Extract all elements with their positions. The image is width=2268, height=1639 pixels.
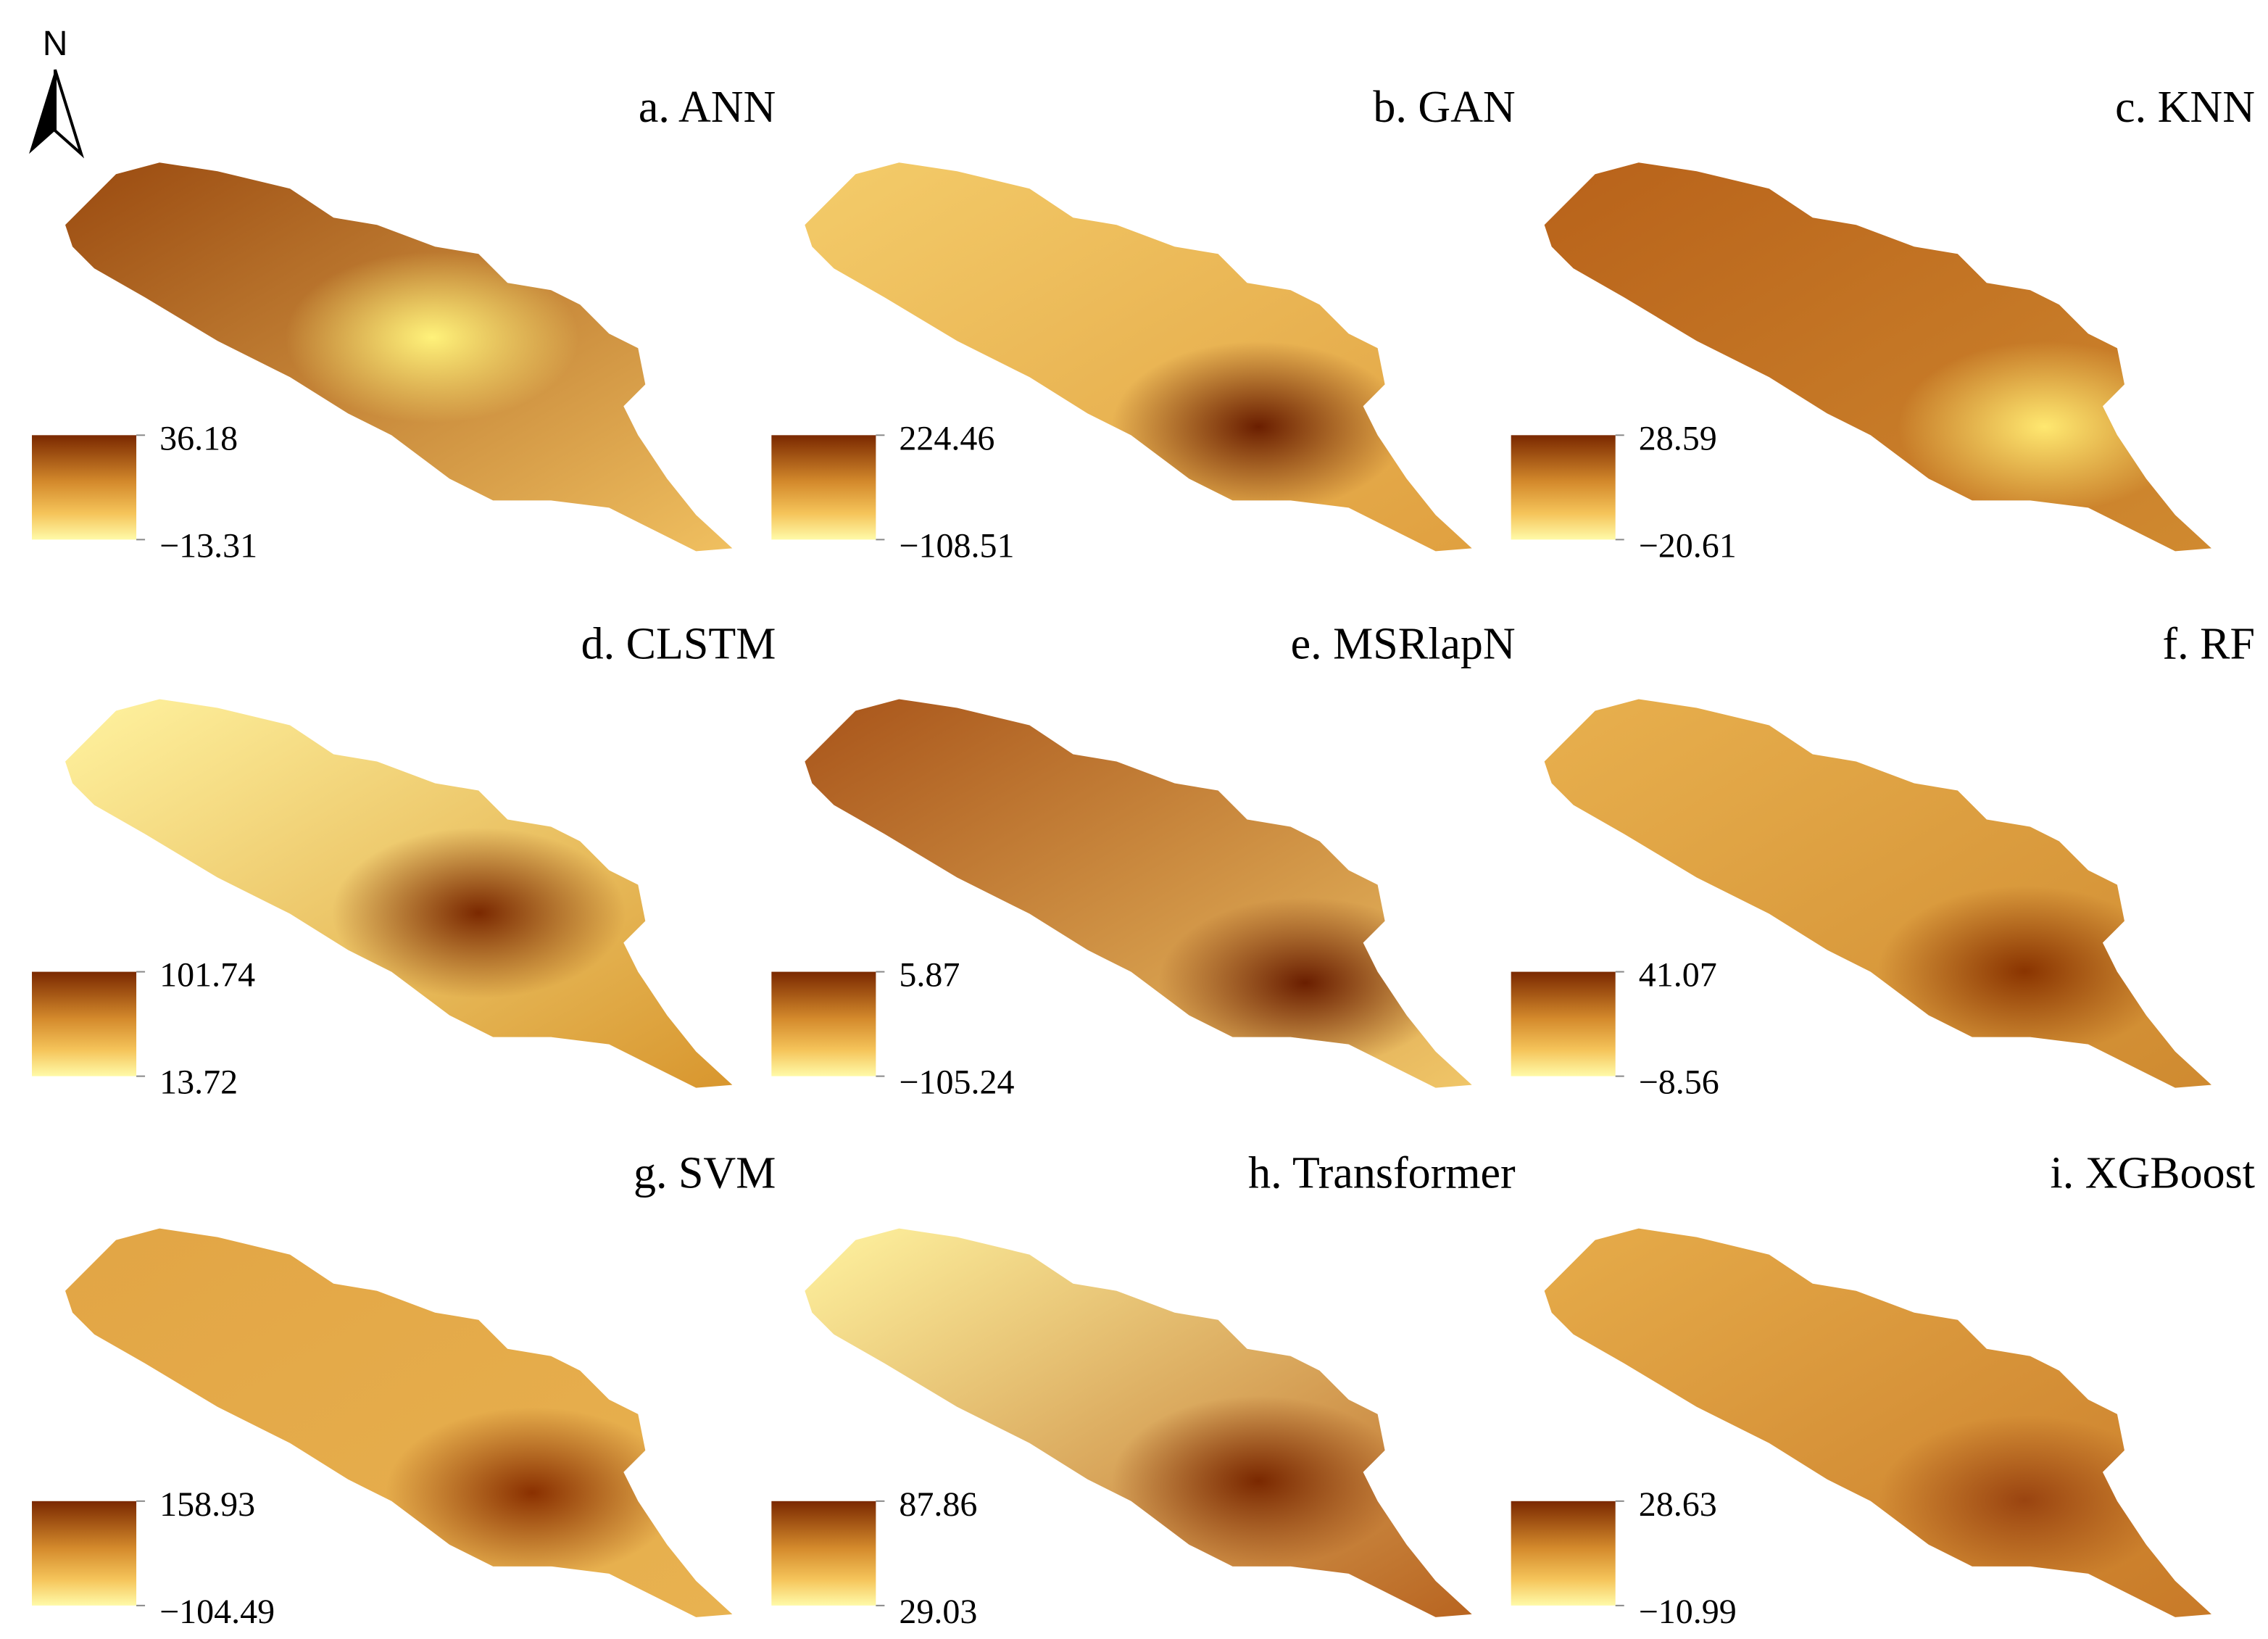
legend-max: 158.93 xyxy=(159,1485,255,1524)
basin-hotspot xyxy=(805,1228,1472,1617)
basin-hotspot xyxy=(65,162,733,552)
legend-min: −13.31 xyxy=(159,526,257,565)
legend-min: −105.24 xyxy=(899,1063,1014,1102)
legend-min: −8.56 xyxy=(1639,1063,1719,1102)
legend-max: 101.74 xyxy=(159,956,255,995)
arrow-left xyxy=(29,70,56,154)
panel: f. RF 41.07 −8.56 xyxy=(1511,619,2255,1102)
legend-min: −10.99 xyxy=(1639,1593,1737,1631)
panel-title: f. RF xyxy=(2163,619,2255,668)
basin-hotspot xyxy=(805,162,1472,552)
legend-ramp xyxy=(771,1501,876,1606)
legend-min: 29.03 xyxy=(899,1593,977,1631)
legend-ramp xyxy=(1511,971,1616,1076)
panel-title: b. GAN xyxy=(1373,83,1515,132)
legend-max: 28.63 xyxy=(1639,1485,1717,1524)
legend-ramp xyxy=(1511,435,1616,540)
legend-ramp xyxy=(32,435,137,540)
legend-min: −108.51 xyxy=(899,526,1014,565)
legend-ramp xyxy=(771,971,876,1076)
legend-max: 5.87 xyxy=(899,956,960,995)
panel-title: h. Transformer xyxy=(1248,1149,1516,1198)
legend-ramp xyxy=(32,1501,137,1606)
panel: d. CLSTM 101.74 13.72 xyxy=(32,619,776,1102)
panel-title: i. XGBoost xyxy=(2051,1149,2255,1198)
panel: g. SVM 158.93 −104.49 xyxy=(32,1149,776,1631)
basin-hotspot xyxy=(1544,699,2211,1088)
legend-ramp xyxy=(771,435,876,540)
legend-max: 28.59 xyxy=(1639,419,1717,457)
legend-min: −20.61 xyxy=(1639,526,1737,565)
legend-max: 41.07 xyxy=(1639,956,1717,995)
panel-title: a. ANN xyxy=(639,83,776,132)
panel: b. GAN 224.46 −108.51 xyxy=(771,83,1516,565)
panel: i. XGBoost 28.63 −10.99 xyxy=(1511,1149,2255,1631)
legend-ramp xyxy=(1511,1501,1616,1606)
legend-ramp xyxy=(32,971,137,1076)
panel: h. Transformer 87.86 29.03 xyxy=(771,1149,1516,1631)
panel: e. MSRlapN 5.87 −105.24 xyxy=(771,619,1516,1102)
panel-title: e. MSRlapN xyxy=(1291,619,1516,668)
legend-max: 87.86 xyxy=(899,1485,977,1524)
legend-max: 36.18 xyxy=(159,419,238,457)
panel: c. KNN 28.59 −20.61 xyxy=(1511,83,2255,565)
legend-min: 13.72 xyxy=(159,1063,238,1102)
north-arrow: N xyxy=(29,25,85,159)
basin-hotspot xyxy=(1544,162,2211,552)
panel: a. ANN 36.18 −13.31 xyxy=(32,83,776,565)
panel-title: d. CLSTM xyxy=(581,619,776,668)
north-label: N xyxy=(43,25,68,63)
legend-min: −104.49 xyxy=(159,1593,275,1631)
legend-max: 224.46 xyxy=(899,419,994,457)
basin-hotspot xyxy=(65,1228,733,1617)
basin-hotspot xyxy=(65,699,733,1088)
panel-title: g. SVM xyxy=(634,1149,776,1198)
panel-title: c. KNN xyxy=(2115,83,2255,132)
arrow-right xyxy=(54,69,85,159)
basin-hotspot xyxy=(805,699,1472,1088)
basin-hotspot xyxy=(1544,1228,2211,1617)
